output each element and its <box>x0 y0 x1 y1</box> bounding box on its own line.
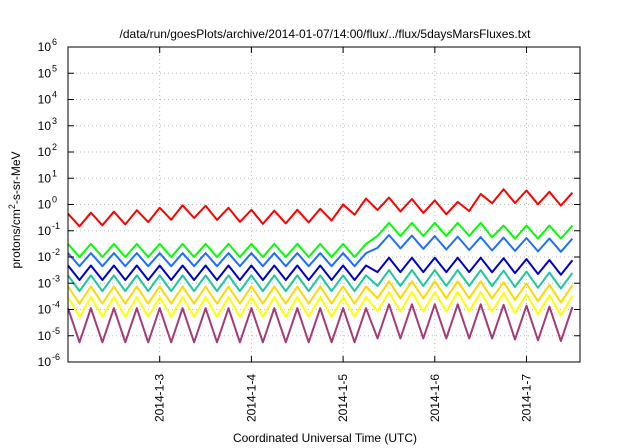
y-axis-label: protons/cm2-s-sr-MeV <box>7 151 23 268</box>
y-tick-label: 10 <box>38 171 52 185</box>
series-line-2 <box>67 221 574 258</box>
y-tick-label: 10 <box>38 66 52 80</box>
series-lines <box>67 188 574 344</box>
x-tick-label: 2014-1-7 <box>520 374 534 422</box>
x-tick-label: 2014-1-5 <box>336 374 350 422</box>
y-tick-exponent: -5 <box>52 326 60 336</box>
y-tick-exponent: 6 <box>52 37 57 47</box>
series-line-3 <box>67 234 574 268</box>
y-tick-exponent: -6 <box>52 352 60 362</box>
y-tick-label: 10 <box>38 329 52 343</box>
y-tick-label: 10 <box>38 303 52 317</box>
y-tick-label: 10 <box>38 145 52 159</box>
y-tick-label: 10 <box>38 355 52 369</box>
y-tick-label: 10 <box>38 276 52 290</box>
y-tick-exponent: 0 <box>52 195 57 205</box>
chart-title: /data/run/goesPlots/archive/2014-01-07/1… <box>120 27 532 41</box>
series-line-6 <box>67 280 574 305</box>
y-tick-label: 10 <box>38 198 52 212</box>
y-tick-label: 10 <box>38 119 52 133</box>
series-line-1 <box>67 188 574 228</box>
y-tick-label: 10 <box>38 250 52 264</box>
y-tick-exponent: 4 <box>52 90 57 100</box>
series-line-5 <box>67 269 574 293</box>
x-tick-label: 2014-1-4 <box>244 374 258 422</box>
y-tick-exponent: 1 <box>52 168 57 178</box>
y-tick-labels: 10 -610 -510 -410 -310 -210 -110 010 110 210 310 41… <box>38 37 60 369</box>
tick-marks <box>68 46 580 363</box>
x-tick-labels: 2014-1-3 2014-1-4 2014-1-5 2014-1-6 2014-1-7 <box>153 374 534 422</box>
y-tick-exponent: 3 <box>52 116 57 126</box>
y-tick-label: 10 <box>38 224 52 238</box>
y-tick-label: 10 <box>38 93 52 107</box>
series-line-7 <box>67 290 574 318</box>
y-tick-exponent: -4 <box>52 300 60 310</box>
x-tick-label: 2014-1-6 <box>428 374 442 422</box>
series-line-4 <box>67 256 574 281</box>
y-tick-label: 10 <box>38 40 52 54</box>
y-tick-exponent: 2 <box>52 142 57 152</box>
y-tick-exponent: -3 <box>52 273 60 283</box>
y-tick-exponent: -2 <box>52 247 60 257</box>
y-tick-exponent: -1 <box>52 221 60 231</box>
y-tick-exponent: 5 <box>52 63 57 73</box>
x-tick-label: 2014-1-3 <box>153 374 167 422</box>
series-line-8 <box>67 303 574 344</box>
x-axis-label: Coordinated Universal Time (UTC) <box>233 431 417 445</box>
